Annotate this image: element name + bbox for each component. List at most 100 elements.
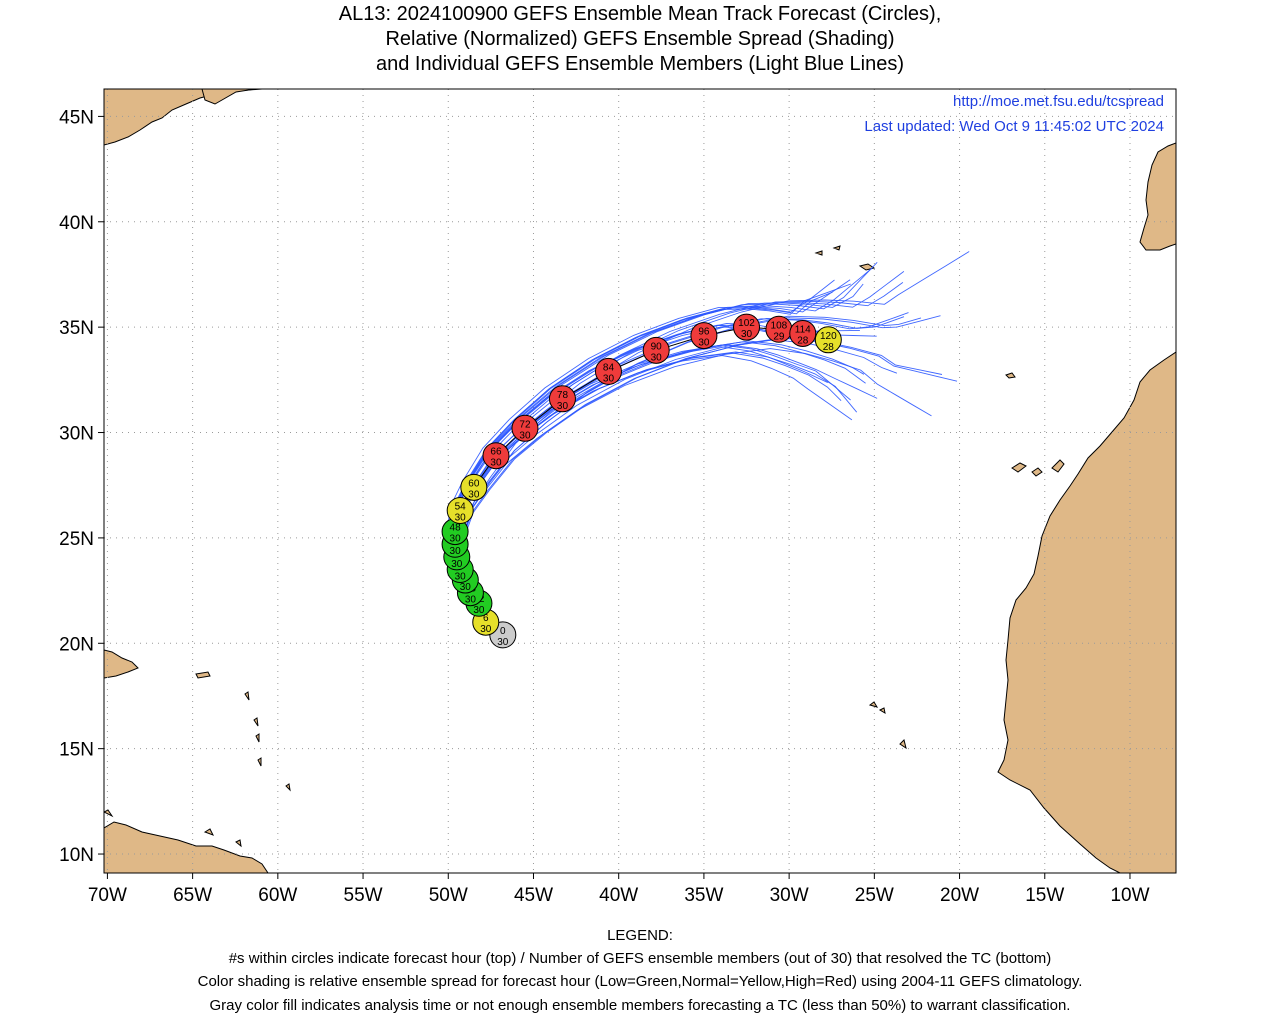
lon-tick-label: 15W <box>1025 885 1064 906</box>
land-madeira <box>1005 372 1016 379</box>
track-point-hour: 48 <box>450 523 462 534</box>
track-point-members: 30 <box>455 513 467 524</box>
track-point-circle <box>733 313 761 341</box>
track-point-hour: 120 <box>820 331 837 342</box>
track-point-hour: 0 <box>500 626 506 637</box>
track-point-circle <box>642 336 670 364</box>
track-point-hour: 96 <box>698 327 710 338</box>
last-updated: Last updated: Wed Oct 9 11:45:02 UTC 202… <box>864 118 1164 135</box>
track-point-members: 30 <box>460 582 472 593</box>
land-layer <box>104 89 1176 873</box>
lat-tick-label: 10N <box>59 845 94 866</box>
land-azores <box>814 245 876 271</box>
legend-line-gray: Gray color fill indicates analysis time … <box>209 997 1071 1014</box>
lon-tick-label: 50W <box>429 885 468 906</box>
track-point-circle <box>548 385 576 413</box>
track-point-members: 28 <box>823 342 835 353</box>
track-point-members: 30 <box>480 624 492 635</box>
legend-heading: LEGEND: <box>607 927 673 944</box>
lon-tick-label: 10W <box>1110 885 1149 906</box>
lon-tick-label: 70W <box>88 885 127 906</box>
track-point-members: 30 <box>497 637 509 648</box>
track-point-members: 30 <box>557 401 569 412</box>
track-point-hour: 54 <box>455 502 467 513</box>
land-iberia <box>1139 142 1176 251</box>
track-point-hour: 60 <box>468 478 480 489</box>
land-south-america <box>104 821 269 873</box>
land-newfoundland <box>201 89 256 105</box>
land-cape-verde <box>868 701 907 750</box>
track-point-circle <box>594 357 622 385</box>
track-point-members: 30 <box>450 534 462 545</box>
track-point-members: 30 <box>519 430 531 441</box>
lon-tick-label: 55W <box>344 885 383 906</box>
track-point-members: 30 <box>455 572 467 583</box>
track-point-hour: 90 <box>651 341 663 352</box>
lat-tick-label: 25N <box>59 529 94 550</box>
ensemble-mean-track: 0306301230183024303030363042304830543060… <box>441 313 842 649</box>
land-canary-islands <box>1011 459 1065 477</box>
credit-url[interactable]: http://moe.met.fsu.edu/tcspread <box>953 93 1164 110</box>
lon-tick-label: 35W <box>684 885 723 906</box>
lon-tick-label: 45W <box>514 885 553 906</box>
track-point-hour: 72 <box>519 419 531 430</box>
lon-tick-label: 30W <box>770 885 809 906</box>
track-point-members: 30 <box>465 595 477 606</box>
lat-tick-label: 20N <box>59 634 94 655</box>
track-point-circle <box>446 497 474 525</box>
track-point-hour: 84 <box>603 362 615 373</box>
lat-tick-label: 30N <box>59 424 94 445</box>
track-point-members: 30 <box>603 373 615 384</box>
lon-tick-label: 60W <box>258 885 297 906</box>
track-point-circle <box>789 319 817 347</box>
land-lesser-antilles <box>104 671 291 848</box>
track-point-members: 30 <box>450 546 462 557</box>
title-line-3: and Individual GEFS Ensemble Members (Li… <box>375 53 905 75</box>
track-point-circle <box>460 473 488 501</box>
ocean-background <box>104 89 1176 873</box>
track-point-circle <box>690 322 718 350</box>
axis-labels: 70W 65W 60W 55W 50W 45W 40W 35W 30W 25W 20W 15W 10W 4… <box>59 107 1149 906</box>
legend-line-spread: Color shading is relative ensemble sprea… <box>197 973 1083 990</box>
lon-tick-label: 25W <box>855 885 894 906</box>
lon-tick-label: 40W <box>599 885 638 906</box>
track-point-hour: 6 <box>483 613 489 624</box>
track-point-members: 30 <box>741 329 753 340</box>
track-point-members: 30 <box>651 352 663 363</box>
track-point-circle <box>814 326 842 354</box>
track-point-hour: 78 <box>557 390 569 401</box>
land-africa <box>997 351 1176 873</box>
track-point-hour: 102 <box>738 318 755 329</box>
lon-tick-label: 65W <box>173 885 212 906</box>
track-point-circle <box>511 414 539 442</box>
track-point-hour: 108 <box>771 320 788 331</box>
track-point-members: 30 <box>451 559 463 570</box>
track-point-members: 30 <box>490 458 502 469</box>
track-point-members: 30 <box>468 489 480 500</box>
lat-tick-label: 45N <box>59 107 94 128</box>
track-point-members: 30 <box>473 605 485 616</box>
title-line-2: Relative (Normalized) GEFS Ensemble Spre… <box>385 28 895 50</box>
lon-tick-label: 20W <box>940 885 979 906</box>
track-point-members: 30 <box>698 338 710 349</box>
land-caribbean-north <box>104 649 139 679</box>
track-map: 0306301230183024303030363042304830543060… <box>59 88 1177 906</box>
track-point-hour: 66 <box>490 447 502 458</box>
legend-line-hours: #s within circles indicate forecast hour… <box>228 950 1052 967</box>
track-point-members: 29 <box>773 331 785 342</box>
track-point-members: 28 <box>797 335 809 346</box>
lat-tick-label: 40N <box>59 213 94 234</box>
map-frame <box>103 88 1177 874</box>
lat-tick-label: 15N <box>59 740 94 761</box>
